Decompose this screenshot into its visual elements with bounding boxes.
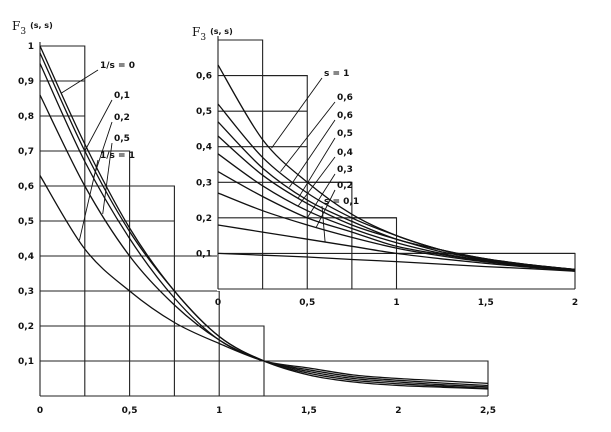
series-line-6 <box>217 192 576 272</box>
x-tick-label: 1 <box>216 406 222 416</box>
x-tick-label: 0 <box>37 406 43 416</box>
x-tick-label: 1,5 <box>301 406 317 416</box>
grid-column-edge <box>218 39 264 289</box>
y-tick-label: 0,8 <box>18 112 34 122</box>
y-tick-label: 0,4 <box>196 143 212 153</box>
label-leader <box>297 137 336 199</box>
x-tick-label: 1,5 <box>478 298 494 308</box>
y-tick-label: 0,1 <box>18 357 34 367</box>
label-leader <box>289 119 336 188</box>
series-label: 0,6 <box>337 93 353 103</box>
y-tick-label: 0,1 <box>196 249 212 259</box>
y-tick-label: 1 <box>28 42 34 52</box>
label-leader <box>78 159 99 241</box>
x-tick-label: 2 <box>572 298 578 308</box>
series-line-8 <box>217 252 576 272</box>
x-tick-label: 0 <box>215 298 221 308</box>
series-label: 0,3 <box>337 165 353 175</box>
series-label: 0,1 <box>114 91 130 101</box>
label-leader <box>84 99 113 152</box>
series-label: 0,6 <box>337 111 353 121</box>
series-label: s = 1 <box>324 69 349 79</box>
y-tick-label: 0,2 <box>18 322 34 332</box>
y-tick-label: 0,6 <box>196 72 212 82</box>
y-tick-label: 0,3 <box>18 287 34 297</box>
x-tick-label: 2,5 <box>480 406 496 416</box>
y-tick-label: 0,3 <box>196 178 212 188</box>
y-tick-label: 0,5 <box>18 217 34 227</box>
series-label: 0,5 <box>114 134 130 144</box>
label-leader <box>271 77 323 149</box>
series-label: s = 0,1 <box>324 197 359 207</box>
label-leader <box>102 142 113 215</box>
series-label: 0,2 <box>114 113 130 123</box>
label-leader <box>315 189 336 228</box>
series-line-4 <box>39 175 489 385</box>
label-leader <box>297 156 336 207</box>
y-tick-label: 0,9 <box>18 77 34 87</box>
label-leader <box>306 173 336 219</box>
label-leader <box>61 69 99 94</box>
series-line-7 <box>217 224 576 272</box>
y-tick-label: 0,4 <box>18 252 34 262</box>
series-label: 0,4 <box>337 148 353 158</box>
series-label: 0,5 <box>337 129 353 139</box>
y-tick-label: 0,6 <box>18 182 34 192</box>
x-tick-label: 1 <box>393 298 399 308</box>
x-tick-label: 2 <box>395 406 401 416</box>
series-label: 1/s = 0 <box>100 61 135 71</box>
series-line-3 <box>217 135 576 271</box>
main-chart: 0 0,5 1 1,5 2 2,5 0,1 0,2 0,3 0,4 0,5 0,6 0,7 0,8 0,9 1… <box>12 19 496 416</box>
series-label: 1/s = 1 <box>100 151 135 161</box>
y-axis-title: F3(s, s) <box>192 25 233 43</box>
x-tick-label: 0,5 <box>299 298 315 308</box>
label-leader <box>280 101 336 172</box>
inset-chart: 0 0,5 1 1,5 2 0,1 0,2 0,3 0,4 0,5 0,6 F3(s, s) s = 1… <box>192 25 578 308</box>
series-line-1 <box>39 52 489 389</box>
y-tick-label: 0,2 <box>196 214 212 224</box>
label-leader <box>321 205 326 243</box>
x-tick-label: 0,5 <box>122 406 138 416</box>
series-label: 0,2 <box>337 181 353 191</box>
y-tick-label: 0,5 <box>196 107 212 117</box>
y-axis-title: F3(s, s) <box>12 19 53 37</box>
label-leader <box>93 121 113 178</box>
y-tick-label: 0,7 <box>18 147 34 157</box>
